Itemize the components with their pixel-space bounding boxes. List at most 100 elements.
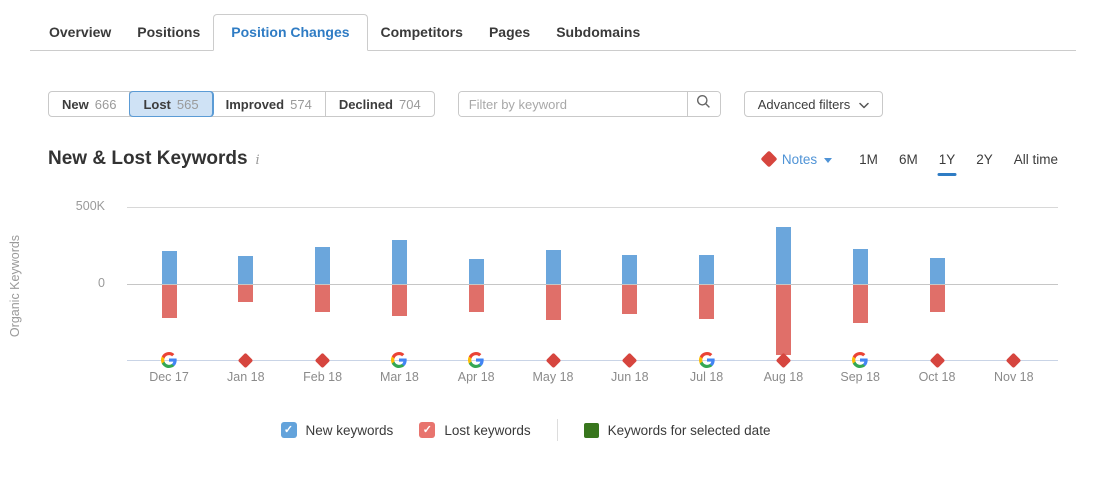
y-tick-500k: 500K (75, 199, 105, 213)
tab-position-changes[interactable]: Position Changes (213, 14, 368, 51)
new-keywords-bar[interactable] (315, 247, 331, 284)
new-lost-keywords-chart: Organic Keywords 500K 0 Dec 17 Jan 18 Feb … (0, 194, 1106, 392)
zero-line (127, 284, 1058, 285)
tab-pages[interactable]: Pages (488, 24, 531, 40)
x-axis-line (127, 360, 1058, 361)
y-axis-title: Organic Keywords (8, 234, 22, 338)
segment-declined[interactable]: Declined 704 (326, 92, 434, 116)
range-all-time[interactable]: All time (1013, 151, 1058, 167)
new-keywords-bar[interactable] (545, 250, 561, 284)
segment-improved-label: Improved (225, 96, 285, 112)
new-keywords-checkbox[interactable]: ✓ (280, 422, 297, 438)
notes-label: Notes (781, 151, 818, 167)
google-update-icon[interactable] (161, 352, 177, 368)
new-keywords-bar[interactable] (775, 227, 791, 284)
note-diamond-icon[interactable] (545, 352, 561, 369)
segment-lost[interactable]: Lost 565 (130, 92, 213, 116)
gridline-500k (127, 207, 1058, 208)
segment-new-count: 666 (94, 96, 117, 112)
keyword-change-segmented-control: New 666 Lost 565 Improved 574 Declined 7… (48, 91, 435, 117)
note-diamond-icon[interactable] (775, 352, 792, 369)
info-icon[interactable]: i (255, 153, 260, 168)
x-axis-label: Sep 18 (840, 370, 880, 384)
lost-keywords-bar[interactable] (852, 285, 868, 323)
note-diamond-icon[interactable] (1006, 352, 1022, 369)
note-diamond-icon[interactable] (622, 352, 638, 369)
lost-keywords-bar[interactable] (545, 285, 561, 320)
note-diamond-icon[interactable] (238, 352, 254, 369)
new-keywords-bar[interactable] (699, 255, 715, 284)
search-icon (696, 94, 711, 114)
tab-positions[interactable]: Positions (137, 24, 201, 40)
chart-title: New & Lost Keywords (48, 148, 248, 169)
range-1m[interactable]: 1M (859, 151, 878, 167)
segment-declined-label: Declined (338, 96, 393, 112)
segment-lost-count: 565 (176, 96, 199, 112)
chevron-down-icon (859, 97, 869, 112)
lost-keywords-bar[interactable] (775, 285, 791, 355)
range-6m[interactable]: 6M (898, 151, 918, 167)
search-button[interactable] (686, 92, 720, 116)
selected-date-swatch (583, 422, 599, 438)
legend-new-keywords[interactable]: ✓ New keywords (280, 422, 394, 438)
google-update-icon[interactable] (468, 352, 484, 368)
chart-header-controls: Notes 1M 6M 1Y 2Y All time (760, 150, 1058, 168)
x-axis-label: Oct 18 (918, 370, 956, 384)
lost-keywords-bar[interactable] (699, 285, 715, 319)
new-keywords-bar[interactable] (161, 251, 177, 284)
range-2y[interactable]: 2Y (976, 151, 993, 167)
x-axis-label: Mar 18 (379, 370, 419, 384)
segment-lost-label: Lost (143, 96, 171, 112)
lost-keywords-bar[interactable] (468, 285, 484, 312)
caret-down-icon (824, 157, 833, 163)
advanced-filters-label: Advanced filters (757, 96, 851, 112)
range-1y[interactable]: 1Y (938, 151, 956, 167)
tab-bar: Overview Positions Position Changes Comp… (30, 14, 1076, 51)
note-diamond-icon (760, 150, 778, 168)
legend-new-keywords-label: New keywords (305, 422, 394, 438)
chart-header: New & Lost Keywords i Notes 1M 6M 1Y 2Y … (48, 148, 1058, 170)
x-axis-label: Nov 18 (993, 370, 1034, 384)
check-icon: ✓ (283, 423, 294, 436)
x-axis-label: Jul 18 (689, 370, 724, 384)
legend-selected-date: Keywords for selected date (583, 422, 771, 438)
lost-keywords-bar[interactable] (315, 285, 331, 312)
search-input[interactable] (458, 92, 687, 116)
legend-divider (556, 419, 558, 441)
advanced-filters-button[interactable]: Advanced filters (743, 91, 884, 117)
legend-selected-date-label: Keywords for selected date (607, 422, 771, 438)
note-diamond-icon[interactable] (929, 352, 945, 369)
new-keywords-bar[interactable] (852, 249, 868, 284)
new-keywords-bar[interactable] (929, 258, 945, 284)
tab-overview[interactable]: Overview (49, 24, 112, 40)
x-axis-label: Jun 18 (611, 370, 649, 384)
tab-competitors[interactable]: Competitors (380, 24, 463, 40)
lost-keywords-bar[interactable] (622, 285, 638, 314)
google-update-icon[interactable] (852, 352, 868, 368)
lost-keywords-bar[interactable] (238, 285, 254, 302)
x-axis-label: Jan 18 (227, 370, 265, 384)
lost-keywords-bar[interactable] (161, 285, 177, 318)
segment-improved[interactable]: Improved 574 (213, 92, 326, 116)
note-diamond-icon[interactable] (314, 352, 331, 369)
segment-declined-count: 704 (399, 96, 421, 112)
segment-new[interactable]: New 666 (49, 92, 131, 116)
chart-legend: ✓ New keywords ✓ Lost keywords Keywords … (0, 419, 1106, 441)
legend-lost-keywords-label: Lost keywords (444, 422, 531, 438)
x-axis-label: Feb 18 (303, 370, 343, 384)
lost-keywords-bar[interactable] (929, 285, 945, 312)
new-keywords-bar[interactable] (238, 256, 254, 284)
new-keywords-bar[interactable] (622, 255, 638, 284)
lost-keywords-checkbox[interactable]: ✓ (419, 422, 436, 438)
new-keywords-bar[interactable] (391, 240, 407, 284)
tab-subdomains[interactable]: Subdomains (556, 24, 641, 40)
segment-improved-count: 574 (290, 96, 312, 112)
legend-lost-keywords[interactable]: ✓ Lost keywords (419, 422, 531, 438)
lost-keywords-bar[interactable] (391, 285, 407, 316)
google-update-icon[interactable] (698, 352, 715, 368)
google-update-icon[interactable] (391, 352, 408, 368)
y-tick-0: 0 (98, 276, 105, 290)
new-keywords-bar[interactable] (468, 259, 484, 284)
notes-dropdown[interactable]: Notes (760, 150, 833, 168)
chart-title-wrap: New & Lost Keywords i (48, 148, 260, 170)
